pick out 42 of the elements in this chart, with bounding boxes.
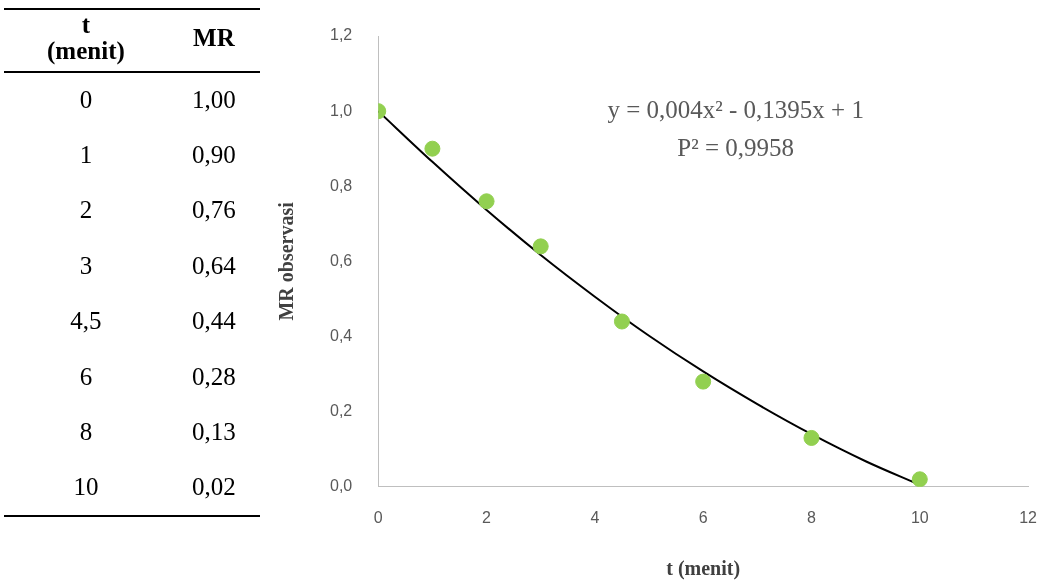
text: 1,00: [192, 85, 236, 113]
y-tick-label: 0,2: [329, 402, 353, 420]
text: 0,76: [192, 196, 236, 224]
x-tick-label: 6: [698, 508, 708, 526]
text: 0,28: [192, 362, 236, 390]
text: 0,90: [192, 140, 236, 168]
point: [532, 238, 549, 255]
category-label: 0: [78, 84, 94, 115]
category-label: 8: [78, 417, 94, 448]
x-tick-label: 8: [807, 508, 817, 526]
text: t (menit): [4, 9, 168, 72]
text: MR: [167, 9, 260, 72]
annotation: y = 0,004x² - 0,1395x + 1: [607, 95, 864, 123]
text: 0,13: [192, 418, 236, 446]
category-label: 1: [78, 139, 94, 170]
category-label: 4,5: [69, 306, 103, 337]
category-label: 3: [78, 250, 94, 281]
point: [911, 471, 928, 487]
y-tick-label: 1,0: [329, 101, 353, 119]
point: [803, 429, 820, 446]
y-axis-title: MR observasi: [275, 201, 298, 321]
text: 0,44: [192, 307, 236, 335]
point: [613, 313, 630, 330]
x-axis-title: t (menit): [666, 557, 741, 581]
x-tick-label: 4: [590, 508, 600, 526]
annotation: P² = 0,9958: [677, 133, 795, 161]
x-tick-label: 12: [1019, 508, 1038, 526]
x-tick-label: 10: [910, 508, 929, 526]
y-tick-label: 0,0: [329, 477, 353, 495]
y-tick-label: 0,6: [329, 251, 353, 269]
y-tick-label: 0,8: [329, 176, 353, 194]
point: [424, 140, 441, 157]
x-tick-label: 2: [482, 508, 492, 526]
point: [478, 193, 495, 210]
category-label: 6: [78, 361, 94, 392]
category-label: 2: [78, 195, 94, 226]
y-tick-label: 1,2: [329, 26, 353, 44]
text: 0,02: [192, 473, 236, 501]
y-tick-label: 0,4: [329, 326, 353, 344]
text: 0,64: [192, 251, 236, 279]
x-tick-label: 0: [373, 508, 383, 526]
point: [695, 373, 712, 390]
